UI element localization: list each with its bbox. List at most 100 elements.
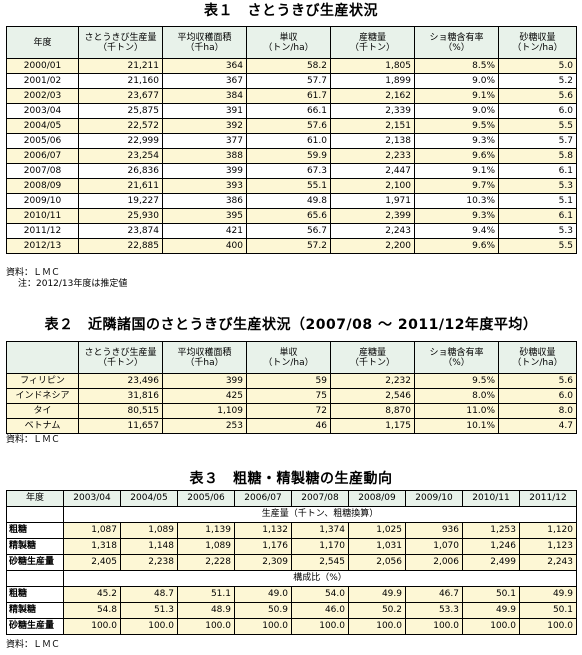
value-cell: 49.0	[234, 586, 292, 603]
value-cell: 61.0	[246, 133, 331, 149]
table2-header-cell: 産糖量 （千トン）	[330, 341, 415, 374]
value-cell: 22,999	[78, 133, 163, 149]
country-cell: インドネシア	[6, 388, 79, 404]
value-cell: 66.1	[246, 103, 331, 119]
value-cell: 49.9	[348, 586, 406, 603]
value-cell: 1,132	[234, 522, 292, 539]
table-row: 2005/06 22,999 377 61.0 2,138 9.3% 5.7	[6, 133, 577, 149]
value-cell: 2,546	[330, 388, 415, 404]
value-cell: 1,805	[330, 58, 415, 74]
value-cell: 46.7	[405, 586, 463, 603]
table2-header-cell	[6, 341, 79, 374]
value-cell: 72	[246, 403, 331, 419]
value-cell: 23,677	[78, 88, 163, 104]
value-cell: 5.7	[498, 133, 577, 149]
value-cell: 19,227	[78, 193, 163, 209]
value-cell: 2,162	[330, 88, 415, 104]
value-cell: 65.6	[246, 208, 331, 224]
value-cell: 6.1	[498, 208, 577, 224]
country-cell: フィリピン	[6, 373, 79, 389]
value-cell: 9.1%	[414, 163, 499, 179]
table3-title: 表３ 粗糖・精製糖の生産動向	[189, 471, 393, 487]
table-row: 2012/13 22,885 400 57.2 2,200 9.6% 5.5	[6, 238, 577, 254]
table3-source: 資料：ＬＭＣ	[6, 640, 61, 650]
year-cell: 2004/05	[6, 118, 79, 134]
table1-source: 資料：ＬＭＣ	[6, 268, 61, 278]
value-cell: 399	[162, 373, 247, 389]
value-cell: 9.3%	[414, 208, 499, 224]
table2-source: 資料：ＬＭＣ	[6, 435, 61, 445]
value-cell: 46	[246, 418, 331, 434]
value-cell: 2,238	[120, 554, 178, 571]
table-row: 精製糖 1,318 1,148 1,089 1,176 1,170 1,031 1,070 1,…	[6, 538, 577, 555]
value-cell: 1,089	[120, 522, 178, 539]
value-cell: 5.3	[498, 178, 577, 194]
value-cell: 1,148	[120, 538, 178, 555]
table1-header-cell: 平均収穫面積 （千ha）	[162, 26, 247, 59]
table3-header-cell: 2011/12	[519, 490, 577, 507]
value-cell: 57.7	[246, 73, 331, 89]
value-cell: 2,499	[462, 554, 520, 571]
value-cell: 1,176	[234, 538, 292, 555]
year-cell: 2012/13	[6, 238, 79, 254]
table3-header-cell: 2007/08	[291, 490, 349, 507]
value-cell: 23,874	[78, 223, 163, 239]
value-cell: 1,139	[177, 522, 235, 539]
value-cell: 54.8	[63, 602, 121, 619]
value-cell: 10.1%	[414, 418, 499, 434]
table-row: 2010/11 25,930 395 65.6 2,399 9.3% 6.1	[6, 208, 577, 224]
value-cell: 100.0	[120, 618, 178, 635]
value-cell: 364	[162, 58, 247, 74]
value-cell: 26,836	[78, 163, 163, 179]
value-cell: 31,816	[78, 388, 163, 404]
row-label: 精製糖	[6, 602, 64, 619]
table-row: 砂糖生産量 100.0 100.0 100.0 100.0 100.0 100.0 100.0…	[6, 618, 577, 635]
value-cell: 57.2	[246, 238, 331, 254]
value-cell: 25,930	[78, 208, 163, 224]
value-cell: 384	[162, 88, 247, 104]
value-cell: 2,399	[330, 208, 415, 224]
value-cell: 1,120	[519, 522, 577, 539]
value-cell: 1,175	[330, 418, 415, 434]
value-cell: 100.0	[348, 618, 406, 635]
value-cell: 377	[162, 133, 247, 149]
value-cell: 1,170	[291, 538, 349, 555]
value-cell: 6.1	[498, 163, 577, 179]
value-cell: 51.1	[177, 586, 235, 603]
section-header-row: 生産量（千トン、粗糖換算）	[6, 506, 577, 523]
value-cell: 400	[162, 238, 247, 254]
value-cell: 54.0	[291, 586, 349, 603]
table1-header-cell: さとうきび生産量 （千トン）	[78, 26, 163, 59]
row-label: 砂糖生産量	[6, 554, 64, 571]
table-row: 砂糖生産量 2,405 2,238 2,228 2,309 2,545 2,056 2,006…	[6, 554, 577, 571]
table2-header-cell: 平均収穫面積 （千ha）	[162, 341, 247, 374]
section-label: 生産量（千トン、粗糖換算）	[63, 506, 577, 523]
value-cell: 2,138	[330, 133, 415, 149]
value-cell: 46.0	[291, 602, 349, 619]
table-row: 2009/10 19,227 386 49.8 1,971 10.3% 5.1	[6, 193, 577, 209]
value-cell: 48.9	[177, 602, 235, 619]
table2-header-cell: 砂糖収量 （トン/ha）	[498, 341, 577, 374]
value-cell: 2,545	[291, 554, 349, 571]
value-cell: 5.8	[498, 148, 577, 164]
value-cell: 5.5	[498, 238, 577, 254]
value-cell: 59.9	[246, 148, 331, 164]
value-cell: 1,253	[462, 522, 520, 539]
table3-header-cell: 2004/05	[120, 490, 178, 507]
value-cell: 49.9	[462, 602, 520, 619]
table-row: 2003/04 25,875 391 66.1 2,339 9.0% 6.0	[6, 103, 577, 119]
table1-title: 表１ さとうきび生産状況	[204, 3, 378, 19]
table-row: ベトナム 11,657 253 46 1,175 10.1% 4.7	[6, 418, 577, 434]
sugarcane-production-table: 年度 さとうきび生産量 （千トン） 平均収穫面積 （千ha） 単収 （トン/ha） 産糖量 （千…	[6, 26, 577, 254]
table-row: 2007/08 26,836 399 67.3 2,447 9.1% 6.1	[6, 163, 577, 179]
year-cell: 2002/03	[6, 88, 79, 104]
value-cell: 1,070	[405, 538, 463, 555]
value-cell: 59	[246, 373, 331, 389]
value-cell: 100.0	[405, 618, 463, 635]
value-cell: 22,572	[78, 118, 163, 134]
value-cell: 9.4%	[414, 223, 499, 239]
value-cell: 6.0	[498, 103, 577, 119]
value-cell: 5.2	[498, 73, 577, 89]
row-label: 粗糖	[6, 586, 64, 603]
value-cell: 11,657	[78, 418, 163, 434]
